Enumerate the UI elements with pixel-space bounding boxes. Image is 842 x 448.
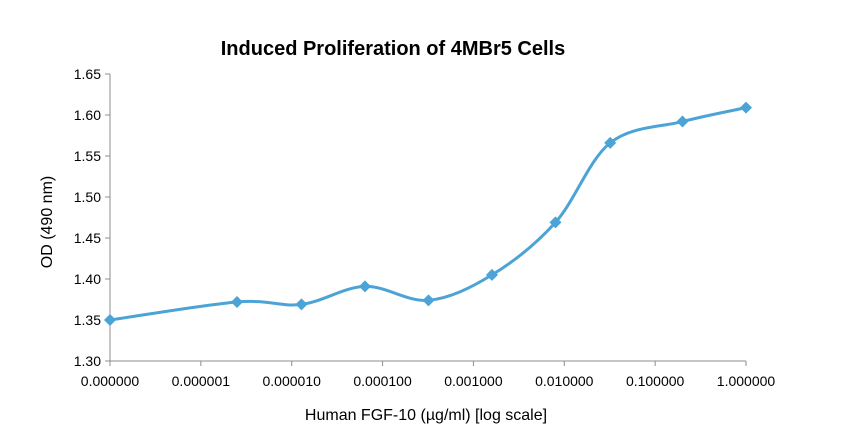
x-tick-label: 0.000100	[353, 373, 412, 389]
data-point	[422, 294, 435, 307]
data-point	[740, 101, 752, 114]
data-point	[358, 280, 371, 293]
x-tick-label: 0.100000	[626, 373, 685, 389]
y-tick-label: 1.55	[74, 148, 101, 164]
y-tick-label: 1.45	[74, 230, 101, 246]
chart-title: Induced Proliferation of 4MBr5 Cells	[221, 38, 566, 60]
x-tick-label: 1.000000	[717, 373, 776, 389]
x-tick-label: 0.000010	[263, 373, 322, 389]
series-line	[108, 106, 748, 322]
data-point	[549, 216, 562, 229]
y-tick-label: 1.35	[74, 312, 101, 328]
data-point	[485, 268, 498, 281]
data-point	[604, 136, 617, 149]
y-ticks: 1.30 1.35 1.40 1.45 1.50 1.55 1.60 1.65	[74, 66, 110, 369]
x-tick-label: 0.000000	[81, 373, 140, 389]
x-tick-label: 0.001000	[444, 373, 503, 389]
data-point	[676, 115, 689, 128]
y-tick-label: 1.40	[74, 271, 101, 287]
x-axis-label: Human FGF-10 (µg/ml) [log scale]	[305, 407, 547, 424]
y-tick-label: 1.65	[74, 66, 101, 82]
y-axis-label: OD (490 nm)	[39, 176, 56, 268]
data-point	[295, 298, 308, 311]
data-point	[231, 295, 244, 308]
axes	[109, 74, 746, 362]
x-tick-label: 0.010000	[535, 373, 594, 389]
x-ticks: 0.000000 0.000001 0.000010 0.000100 0.001000…	[81, 361, 776, 389]
y-tick-label: 1.50	[74, 189, 101, 205]
plot-area	[104, 101, 752, 326]
y-tick-label: 1.30	[74, 353, 101, 369]
data-point	[104, 314, 116, 326]
y-tick-label: 1.60	[74, 107, 101, 123]
x-tick-label: 0.000001	[172, 373, 231, 389]
